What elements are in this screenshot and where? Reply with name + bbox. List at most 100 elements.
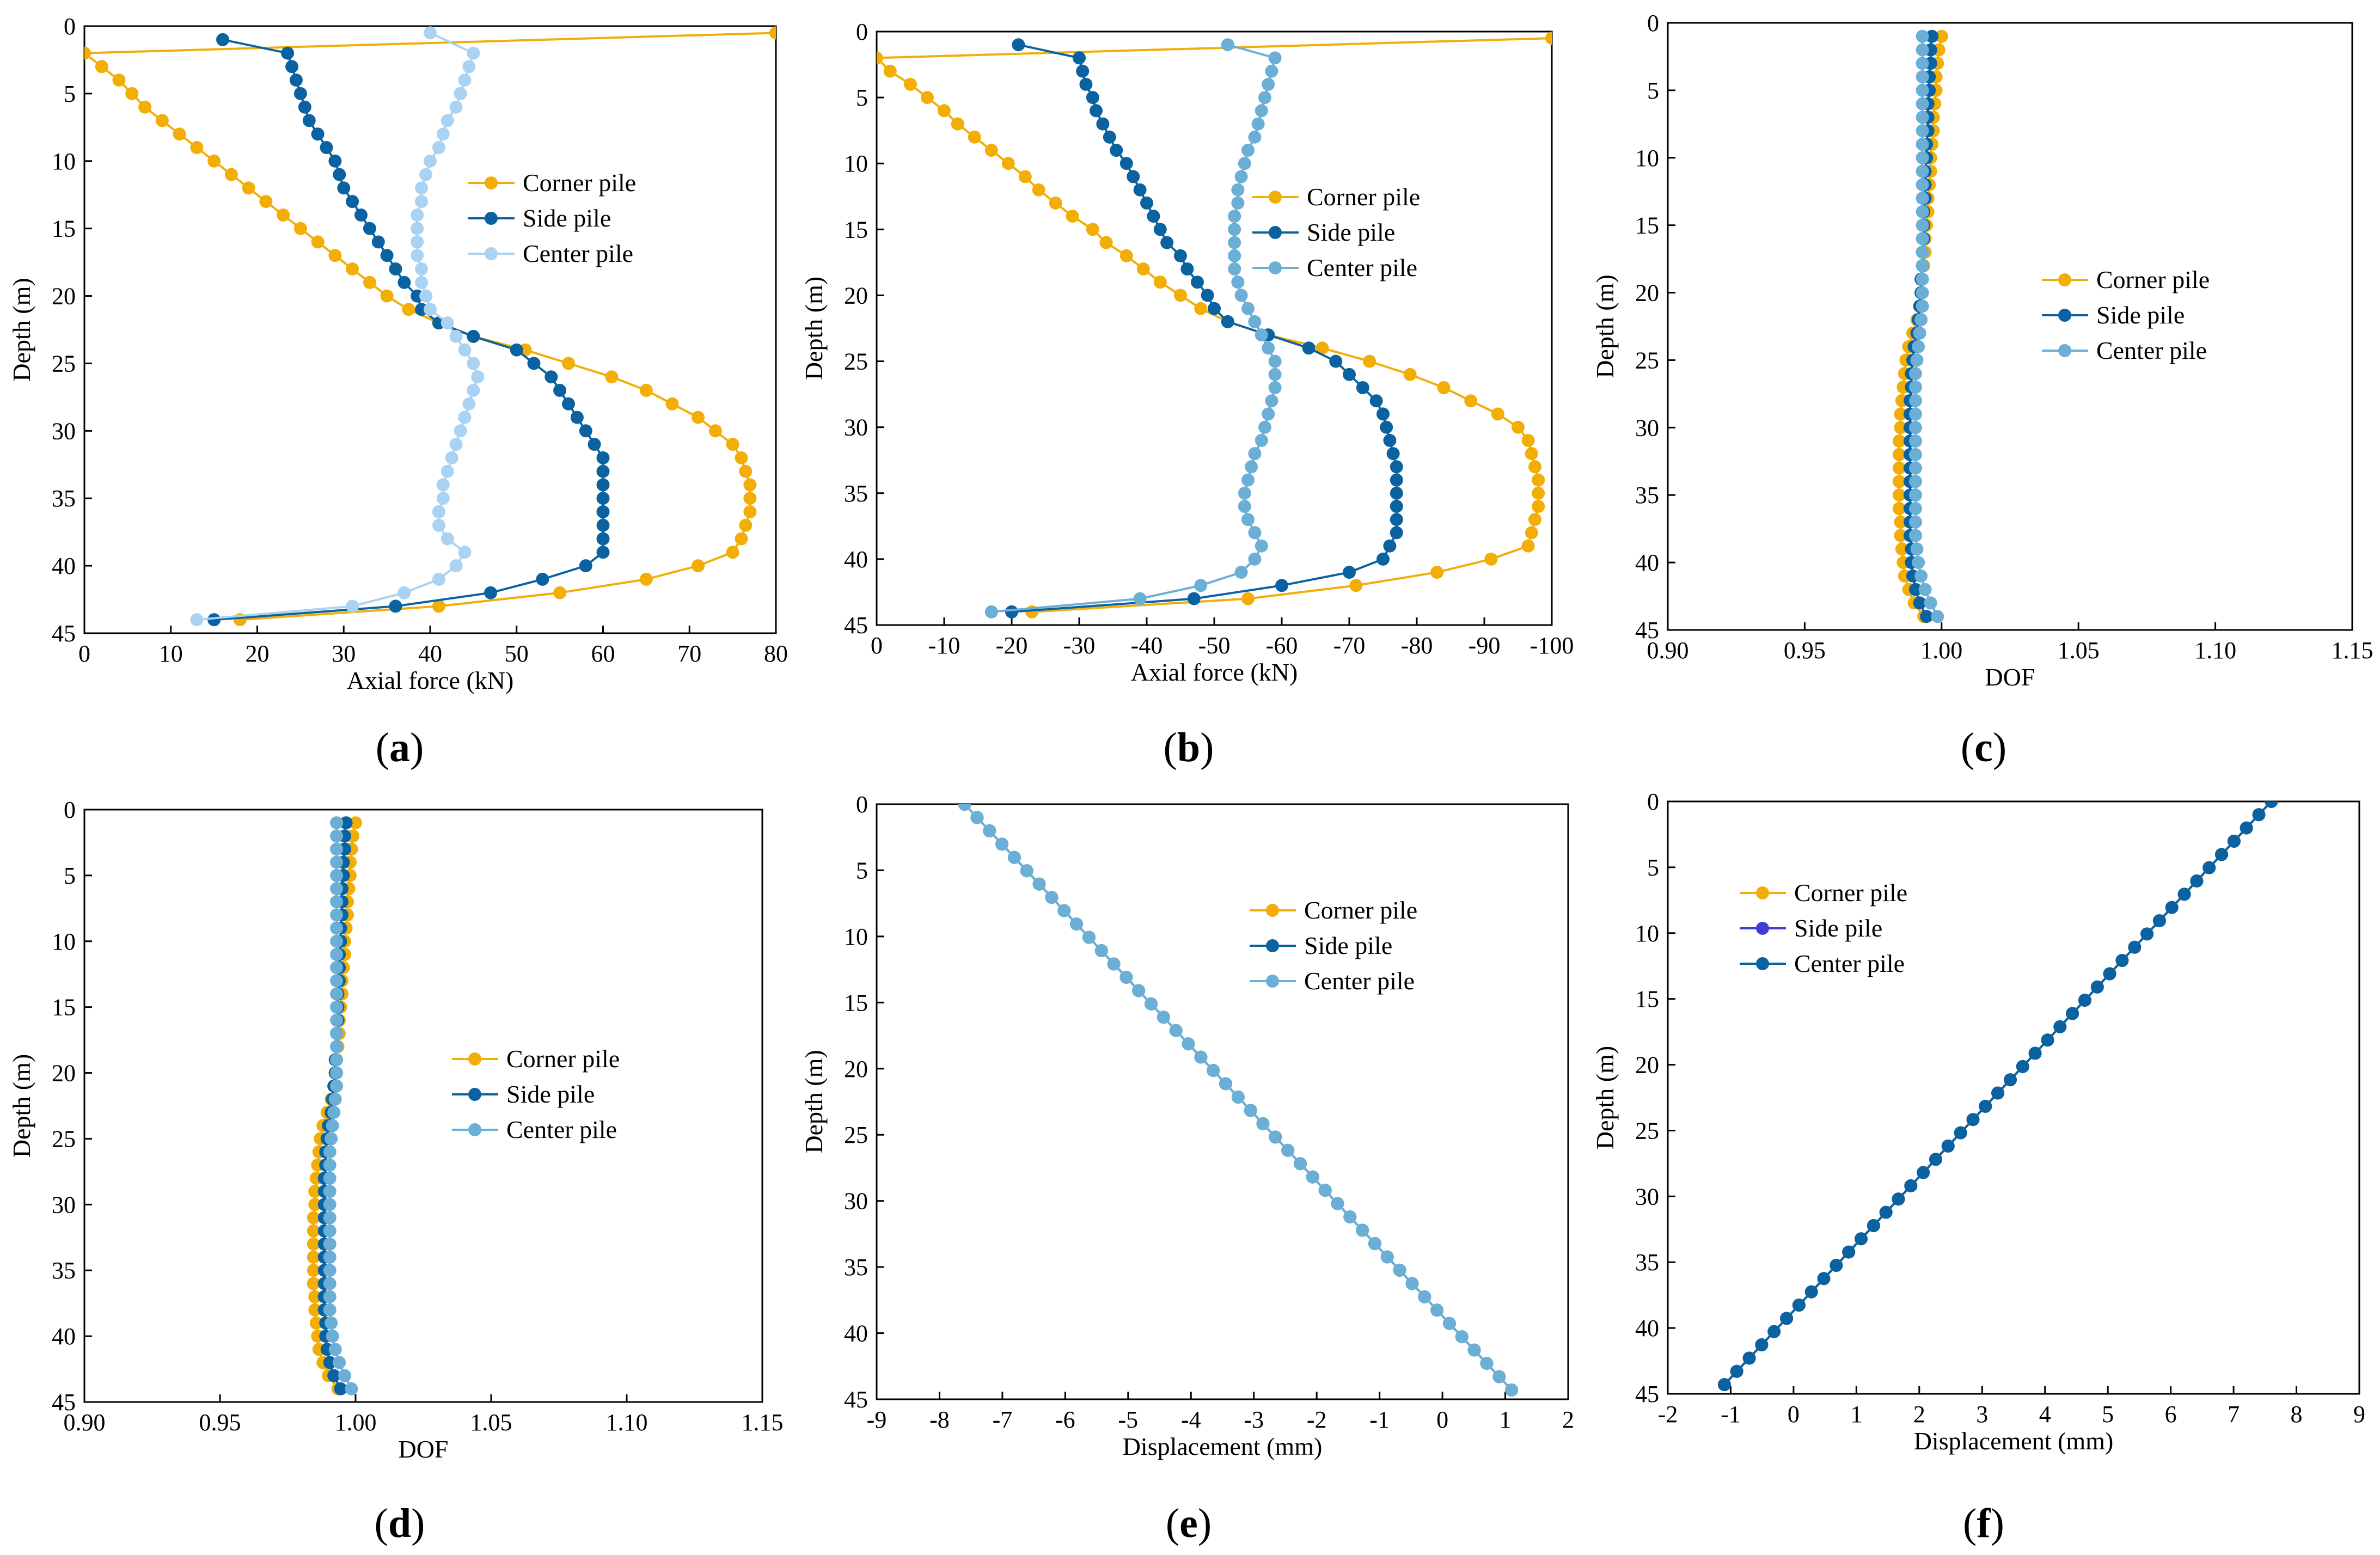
data-point <box>1916 259 1929 272</box>
data-point <box>984 144 998 157</box>
data-point <box>440 464 454 478</box>
data-point <box>307 1224 320 1238</box>
data-point <box>1916 192 1929 205</box>
data-point <box>1892 434 1906 448</box>
data-point <box>467 357 480 370</box>
data-point <box>307 1264 320 1277</box>
data-point <box>1238 157 1251 170</box>
data-point <box>1916 286 1929 299</box>
data-point <box>1916 57 1929 70</box>
data-point <box>1492 1370 1506 1383</box>
data-point <box>1916 299 1929 313</box>
data-point <box>1532 500 1545 513</box>
x-tick-label: 0.95 <box>1784 637 1826 664</box>
data-point <box>1241 144 1255 157</box>
y-tick-label: 5 <box>1647 854 1659 881</box>
data-point <box>334 1382 347 1395</box>
data-point <box>1491 407 1504 421</box>
x-tick-label: 0.90 <box>64 1409 106 1436</box>
data-point <box>216 33 229 46</box>
data-point <box>1914 569 1928 583</box>
y-tick-label: 20 <box>52 283 76 310</box>
data-point <box>440 316 454 330</box>
data-point <box>415 276 429 289</box>
x-tick-label: 1.00 <box>335 1409 377 1436</box>
x-tick-label: 30 <box>332 640 356 667</box>
data-point <box>330 816 344 830</box>
y-tick-label: 5 <box>1647 77 1659 104</box>
data-point <box>432 518 445 532</box>
data-point <box>1234 566 1248 579</box>
x-tick-label: -30 <box>1063 632 1096 659</box>
data-point <box>1294 1157 1307 1171</box>
data-point <box>2165 901 2179 914</box>
x-tick-label: 0.90 <box>1647 637 1689 664</box>
data-point <box>1376 552 1390 566</box>
data-point <box>1119 249 1133 262</box>
series-center-pile <box>190 26 485 627</box>
data-point <box>1369 394 1383 408</box>
data-point <box>544 370 558 384</box>
data-point <box>432 599 445 613</box>
data-point <box>327 1369 341 1382</box>
data-point <box>1281 1143 1295 1157</box>
data-point <box>1909 488 1922 502</box>
y-tick-label: 15 <box>52 216 76 242</box>
data-point <box>1383 433 1397 447</box>
legend-marker <box>1756 886 1769 899</box>
data-point <box>1096 117 1110 131</box>
data-point <box>1916 272 1929 286</box>
data-point <box>1390 486 1403 500</box>
data-point <box>320 141 333 154</box>
data-point <box>1792 1299 1806 1312</box>
legend-label: Corner pile <box>1794 879 1907 907</box>
y-tick-label: 45 <box>844 1386 868 1413</box>
data-point <box>1234 170 1248 183</box>
data-point <box>596 451 610 464</box>
data-point <box>1512 420 1525 434</box>
data-point <box>330 882 344 896</box>
data-point <box>1127 170 1140 183</box>
data-point <box>1830 1259 1843 1272</box>
x-tick-label: -7 <box>993 1406 1013 1433</box>
data-point <box>1086 223 1099 236</box>
data-point <box>1329 354 1343 368</box>
data-point <box>1521 539 1535 553</box>
y-tick-label: 10 <box>844 150 868 177</box>
data-point <box>436 478 450 492</box>
data-point <box>440 114 454 127</box>
data-point <box>1442 1317 1456 1330</box>
x-tick-label: -20 <box>996 632 1028 659</box>
x-axis-label: Displacement (mm) <box>1123 1432 1323 1460</box>
data-point <box>1916 83 1929 97</box>
y-axis-label: Depth (m) <box>8 1054 35 1158</box>
data-point <box>510 343 523 357</box>
data-point <box>346 195 359 209</box>
data-point <box>1119 157 1133 170</box>
series-line <box>1011 44 1398 613</box>
series-center-pile <box>958 804 1519 1397</box>
data-point <box>471 370 485 384</box>
data-point <box>338 1369 352 1382</box>
data-point <box>1079 77 1093 91</box>
data-point <box>323 1290 336 1303</box>
y-tick-label: 40 <box>1635 1315 1659 1342</box>
data-point <box>397 276 411 289</box>
data-point <box>1020 864 1033 878</box>
data-point <box>1717 1378 1731 1392</box>
data-point <box>1238 486 1251 500</box>
data-point <box>308 1198 322 1211</box>
data-point <box>1231 183 1245 197</box>
y-tick-label: 25 <box>844 348 868 375</box>
data-point <box>1525 447 1538 461</box>
data-point <box>1265 64 1278 78</box>
data-point <box>1201 289 1214 302</box>
legend-label: Center pile <box>1794 950 1905 977</box>
data-point <box>1545 32 1552 45</box>
x-tick-label: -2 <box>1658 1401 1678 1428</box>
data-point <box>1160 236 1174 249</box>
x-tick-label: -1 <box>1721 1401 1741 1428</box>
y-tick-label: 35 <box>844 1254 868 1281</box>
data-point <box>1916 205 1929 218</box>
data-point <box>1262 77 1275 91</box>
